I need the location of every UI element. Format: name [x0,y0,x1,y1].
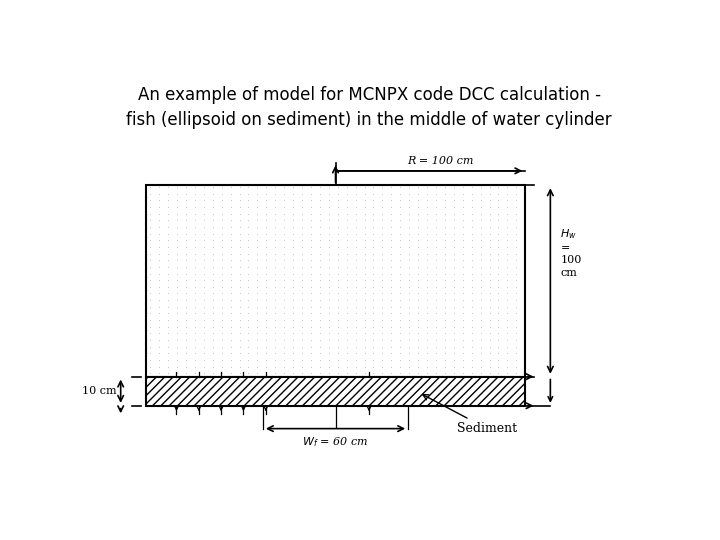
Text: Sediment: Sediment [423,395,517,435]
Bar [145,185,526,377]
Text: $W_f$ = 60 cm: $W_f$ = 60 cm [302,435,369,449]
Text: fish (ellipsoid on sediment) in the middle of water cylinder: fish (ellipsoid on sediment) in the midd… [126,111,612,129]
Text: 10 cm: 10 cm [81,386,116,396]
Text: An example of model for MCNPX code DCC calculation -: An example of model for MCNPX code DCC c… [138,85,600,104]
Text: R = 100 cm: R = 100 cm [407,156,473,166]
Bar [145,377,526,406]
Text: $H_w$
=
100
cm: $H_w$ = 100 cm [560,227,582,278]
